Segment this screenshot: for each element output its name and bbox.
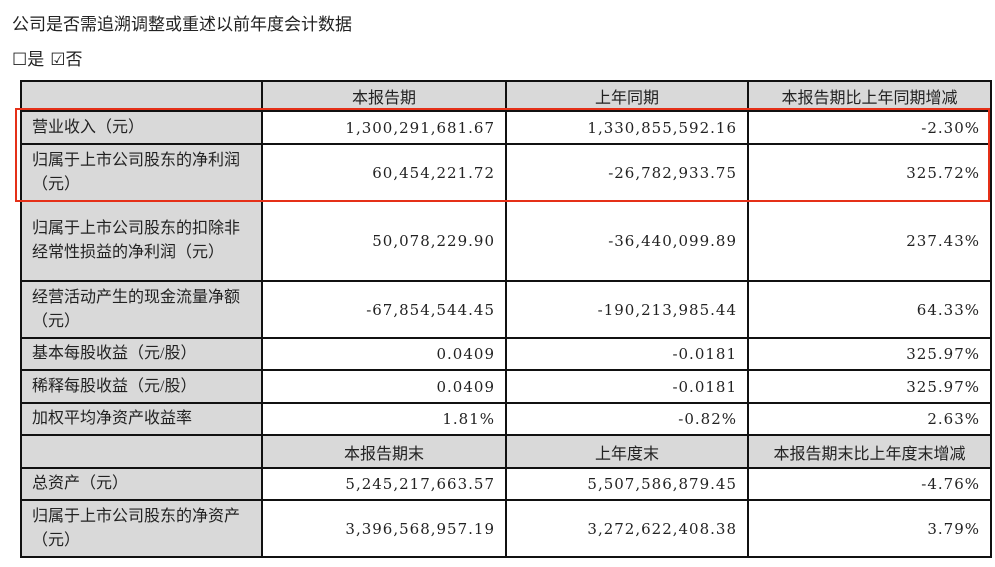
value-cell: -0.82% <box>505 402 749 436</box>
value-cell: -190,213,985.44 <box>505 280 749 339</box>
value-cell: 3.79% <box>747 499 992 558</box>
header-cell: 本报告期末 <box>261 434 507 469</box>
table-row: 经营活动产生的现金流量净额（元） -67,854,544.45 -190,213,9… <box>20 280 992 339</box>
yes-checkbox: ☐是 <box>12 50 45 69</box>
table-row: 总资产（元） 5,245,217,663.57 5,507,586,879.45 -4… <box>20 467 992 501</box>
header-cell: 本报告期 <box>261 80 507 112</box>
value-cell: 0.0409 <box>261 337 507 371</box>
value-cell: -26,782,933.75 <box>505 143 749 202</box>
table-row: 稀释每股收益（元/股） 0.0409 -0.0181 325.97% <box>20 369 992 404</box>
header-cell <box>20 434 263 469</box>
section-title: 公司是否需追溯调整或重述以前年度会计数据 <box>12 15 352 34</box>
table-row: 归属于上市公司股东的净利润（元） 60,454,221.72 -26,782,933… <box>20 143 992 202</box>
label-cell: 归属于上市公司股东的净利润（元） <box>20 143 263 202</box>
table-row: 加权平均净资产收益率 1.81% -0.82% 2.63% <box>20 402 992 436</box>
table-row: 归属于上市公司股东的扣除非经常性损益的净利润（元） 50,078,229.90 -3… <box>20 200 992 282</box>
value-cell: 325.97% <box>747 369 992 404</box>
header-cell: 上年度末 <box>505 434 749 469</box>
value-cell: 1,330,855,592.16 <box>505 110 749 145</box>
value-cell: 3,272,622,408.38 <box>505 499 749 558</box>
value-cell: -67,854,544.45 <box>261 280 507 339</box>
header-row: 本报告期末 上年度末 本报告期末比上年度末增减 <box>20 434 992 469</box>
table-row: 基本每股收益（元/股） 0.0409 -0.0181 325.97% <box>20 337 992 371</box>
value-cell: 325.72% <box>747 143 992 202</box>
header-cell: 上年同期 <box>505 80 749 112</box>
value-cell: 2.63% <box>747 402 992 436</box>
value-cell: 5,507,586,879.45 <box>505 467 749 501</box>
label-cell: 基本每股收益（元/股） <box>20 337 263 371</box>
value-cell: 1,300,291,681.67 <box>261 110 507 145</box>
label-cell: 稀释每股收益（元/股） <box>20 369 263 404</box>
value-cell: -0.0181 <box>505 337 749 371</box>
value-cell: 325.97% <box>747 337 992 371</box>
value-cell: 3,396,568,957.19 <box>261 499 507 558</box>
table-row: 归属于上市公司股东的净资产（元） 3,396,568,957.19 3,272,62… <box>20 499 992 558</box>
no-checkbox: ☑否 <box>50 50 83 69</box>
table-row: 营业收入（元） 1,300,291,681.67 1,330,855,592.16-… <box>20 110 992 145</box>
value-cell: -4.76% <box>747 467 992 501</box>
label-cell: 总资产（元） <box>20 467 263 501</box>
value-cell: 237.43% <box>747 200 992 282</box>
header-cell: 本报告期末比上年度末增减 <box>747 434 992 469</box>
value-cell: 50,078,229.90 <box>261 200 507 282</box>
value-cell: 64.33% <box>747 280 992 339</box>
label-cell: 加权平均净资产收益率 <box>20 402 263 436</box>
value-cell: 0.0409 <box>261 369 507 404</box>
header-cell: 本报告期比上年同期增减 <box>747 80 992 112</box>
restatement-choice: ☐是 ☑否 <box>12 45 89 70</box>
financial-data-table: 本报告期 上年同期 本报告期比上年同期增减 营业收入（元） 1,300,291,681.… <box>20 80 992 558</box>
value-cell: -0.0181 <box>505 369 749 404</box>
header-cell <box>20 80 263 112</box>
header-row: 本报告期 上年同期 本报告期比上年同期增减 <box>20 80 992 112</box>
label-cell: 营业收入（元） <box>20 110 263 145</box>
label-cell: 归属于上市公司股东的净资产（元） <box>20 499 263 558</box>
value-cell: 1.81% <box>261 402 507 436</box>
label-cell: 经营活动产生的现金流量净额（元） <box>20 280 263 339</box>
label-cell: 归属于上市公司股东的扣除非经常性损益的净利润（元） <box>20 200 263 282</box>
value-cell: -36,440,099.89 <box>505 200 749 282</box>
value-cell: 5,245,217,663.57 <box>261 467 507 501</box>
value-cell: 60,454,221.72 <box>261 143 507 202</box>
value-cell: -2.30% <box>747 110 992 145</box>
